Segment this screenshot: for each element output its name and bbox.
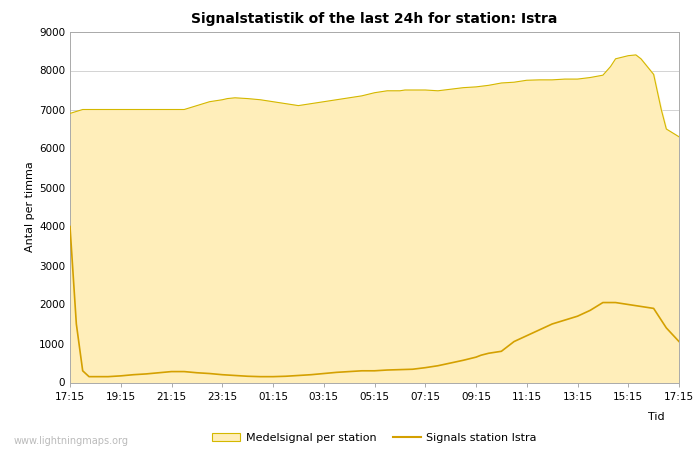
Legend: Medelsignal per station, Signals station Istra: Medelsignal per station, Signals station…	[208, 428, 541, 447]
Text: Tid: Tid	[648, 412, 665, 422]
Y-axis label: Antal per timma: Antal per timma	[25, 162, 35, 252]
Text: www.lightningmaps.org: www.lightningmaps.org	[14, 436, 129, 446]
Title: Signalstatistik of the last 24h for station: Istra: Signalstatistik of the last 24h for stat…	[191, 12, 558, 26]
